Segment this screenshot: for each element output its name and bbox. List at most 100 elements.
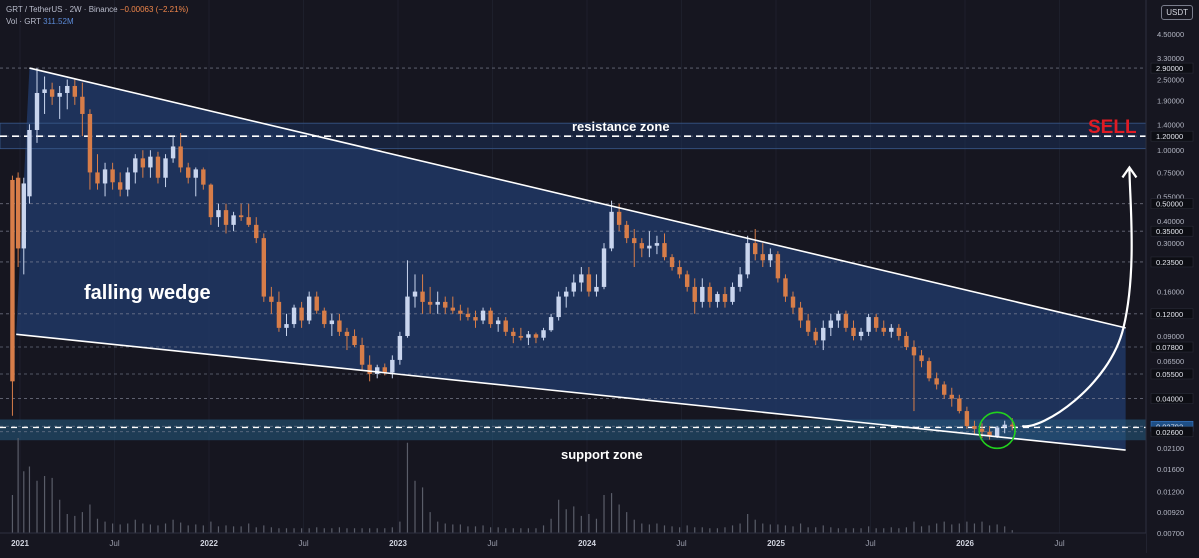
candle-body [186, 167, 191, 178]
candle-body [1002, 424, 1007, 428]
candle-body [518, 335, 524, 338]
candle-body [745, 243, 750, 275]
candle-body [730, 286, 735, 302]
volume-bar [112, 523, 114, 533]
candle-body [299, 307, 304, 321]
candle-body [836, 313, 841, 321]
candle-body [1010, 424, 1015, 427]
candle-body [533, 334, 539, 338]
volume-bars [11, 438, 1013, 533]
price-level-label: 0.50000 [1156, 200, 1183, 209]
volume-bar [43, 476, 46, 533]
price-tick-label: 0.30000 [1157, 239, 1184, 248]
time-tick-label: 2025 [767, 539, 785, 548]
candle-body [889, 327, 894, 332]
price-tick-label: 0.00700 [1157, 529, 1184, 538]
price-level-label: 0.07800 [1156, 343, 1183, 352]
volume-bar [958, 523, 960, 533]
volume-bar [202, 525, 204, 533]
candle-body [987, 431, 992, 437]
volume-bar [626, 512, 628, 533]
volume-bar [459, 524, 461, 533]
volume-bar [240, 526, 242, 533]
candle-body [783, 278, 788, 297]
volume-bar [731, 525, 734, 533]
volume-bar [913, 521, 915, 533]
volume-bar [232, 526, 235, 533]
candle-body [873, 317, 879, 328]
volume-bar [11, 495, 14, 533]
time-tick-label: Jul [676, 539, 686, 548]
candle-body [314, 296, 319, 311]
price-tick-label: 3.30000 [1157, 54, 1184, 63]
volume-bar [633, 519, 635, 533]
candle-body [768, 254, 773, 261]
candle-body [125, 172, 130, 190]
volume-bar [331, 528, 333, 533]
price-level-label: 1.20000 [1156, 132, 1183, 141]
price-level-box [1150, 368, 1194, 380]
candle-body [450, 307, 456, 311]
volume-bar [852, 528, 855, 533]
candle-body [27, 129, 32, 197]
volume-bar [225, 525, 227, 533]
symbol-line: GRT / TetherUS · 2W · Binance [6, 5, 118, 14]
volume-bar [444, 523, 446, 533]
volume-bar [142, 523, 144, 533]
candle-body [367, 364, 372, 374]
candle-body [866, 317, 871, 332]
volume-bar [966, 521, 968, 533]
volume-bar [603, 495, 605, 533]
volume-bar [66, 514, 68, 533]
candle-body [571, 282, 576, 292]
volume-bar [17, 438, 19, 533]
candle-body [526, 334, 531, 338]
price-tick-label: 0.16000 [1157, 288, 1184, 297]
candle-body [269, 296, 274, 302]
volume-bar [369, 528, 371, 533]
volume-bar [104, 521, 106, 533]
candle-body [405, 296, 410, 336]
candle-body [957, 398, 962, 412]
volume-bar [490, 527, 492, 533]
price-tick-label: 0.40000 [1157, 217, 1184, 226]
symbol-header: GRT / TetherUS · 2W · Binance −0.00063 (… [6, 5, 188, 14]
volume-bar [701, 527, 703, 533]
candle-body [919, 355, 924, 362]
price-level-label: 0.12000 [1156, 310, 1183, 319]
candle-body [798, 307, 803, 321]
price-level-box [1150, 308, 1194, 320]
volume-bar [285, 528, 288, 533]
candle-body [140, 158, 146, 168]
candle-body [231, 215, 236, 225]
volume-bar [1004, 526, 1006, 533]
candle-body [420, 291, 425, 302]
price-tick-label: 1.40000 [1157, 120, 1184, 129]
quote-currency-badge[interactable]: USDT [1161, 5, 1193, 20]
candle-body [495, 320, 501, 325]
candle-body [821, 327, 826, 341]
falling-wedge-area [16, 68, 1126, 451]
volume-bar [981, 521, 983, 533]
candle-body [926, 361, 932, 379]
volume-bar [512, 528, 514, 533]
candle-body [541, 330, 546, 338]
candle-body [556, 296, 561, 318]
volume-bar [565, 509, 567, 533]
candle-body [458, 310, 463, 314]
time-tick-label: 2026 [956, 539, 974, 548]
volume-bar [830, 527, 832, 533]
candle-body [65, 85, 70, 93]
support-zone-band [0, 419, 1146, 441]
price-tick-label: 0.09000 [1157, 332, 1184, 341]
candle-body [662, 243, 667, 258]
volume-bar [81, 512, 83, 533]
volume-bar [248, 523, 250, 533]
candle-body [511, 331, 516, 336]
candle-body [337, 320, 342, 332]
candle-body [133, 158, 138, 173]
candle-body [412, 291, 418, 297]
volume-bar [278, 528, 280, 533]
candle-body [170, 146, 176, 159]
volume-bar [36, 480, 38, 533]
